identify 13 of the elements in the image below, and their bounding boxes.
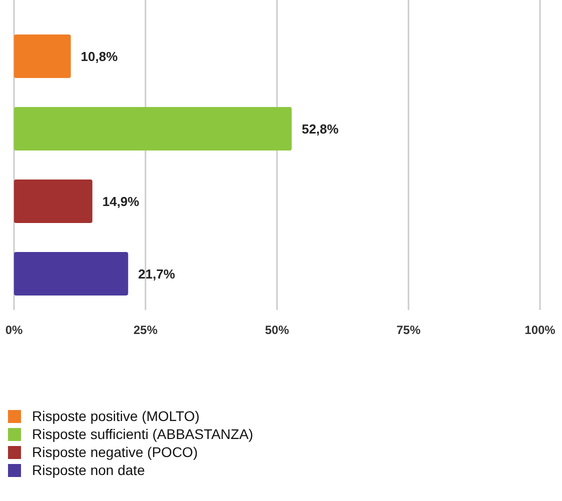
data-label: 10,8% (80, 48, 118, 64)
legend-label: Risposte negative (POCO) (32, 444, 198, 460)
x-tick-label: 25% (133, 323, 158, 337)
x-tick-label: 100% (524, 323, 556, 337)
data-label: 14,9% (102, 194, 140, 209)
x-tick-label: 75% (396, 323, 421, 337)
data-label: 52,8% (302, 121, 340, 136)
legend-label: Risposte non date (32, 462, 146, 478)
data-label: 21,7% (138, 266, 176, 282)
legend-label: Risposte positive (MOLTO) (32, 408, 200, 424)
x-tick-label: 50% (264, 323, 290, 337)
x-tick-label: 0% (5, 323, 23, 337)
legend-label: Risposte sufficienti (ABBASTANZA) (32, 426, 254, 442)
